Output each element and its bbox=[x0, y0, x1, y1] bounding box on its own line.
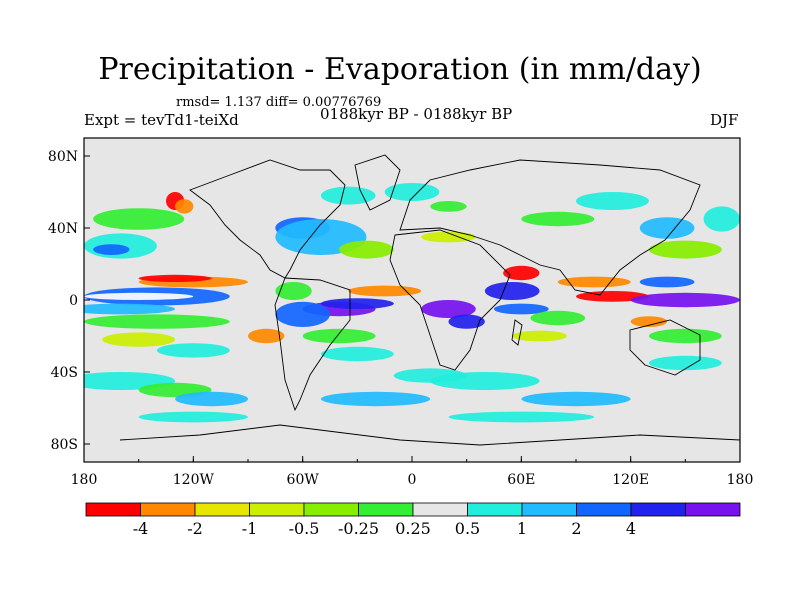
x-axis-ticks: 180 120W 60W 0 60E 120E 180 bbox=[71, 456, 754, 488]
field-region bbox=[275, 301, 330, 327]
figure-title: Precipitation - Evaporation (in mm/day) bbox=[98, 52, 702, 87]
colorbar-label: 0.5 bbox=[454, 519, 481, 538]
field-region bbox=[576, 192, 649, 210]
field-region bbox=[320, 346, 394, 362]
colorbar-box bbox=[194, 502, 250, 517]
colorbar-label: 0.25 bbox=[395, 519, 431, 538]
field-region bbox=[521, 391, 631, 407]
field-region bbox=[484, 282, 540, 300]
x-tick-label: 120W bbox=[173, 472, 215, 488]
period-label: 0188kyr BP - 0188kyr BP bbox=[320, 105, 513, 123]
colorbar-box bbox=[412, 502, 468, 517]
field-region bbox=[93, 244, 130, 256]
colorbar-label: -0.25 bbox=[337, 519, 380, 538]
colorbar-box bbox=[467, 502, 523, 517]
colorbar-box bbox=[85, 502, 141, 517]
x-tick-label: 180 bbox=[727, 472, 754, 488]
field-region bbox=[175, 199, 194, 214]
field-region bbox=[703, 206, 740, 232]
field-region bbox=[320, 391, 431, 407]
field-region bbox=[175, 391, 248, 407]
field-region bbox=[421, 300, 476, 318]
colorbar-box bbox=[576, 502, 632, 517]
colorbar-box bbox=[303, 502, 359, 517]
field-region bbox=[530, 310, 586, 326]
colorbar-box bbox=[521, 502, 577, 517]
field-layer bbox=[84, 183, 740, 423]
coastline-australia bbox=[629, 319, 701, 376]
colorbar-box bbox=[630, 502, 686, 517]
experiment-label: Expt = tevTd1-teiXd bbox=[84, 111, 239, 129]
field-region bbox=[648, 240, 722, 259]
colorbar-label: 1 bbox=[516, 519, 528, 538]
colorbar-box bbox=[685, 502, 741, 517]
field-region bbox=[493, 303, 549, 315]
coastline-africa bbox=[389, 229, 511, 371]
colorbar-label: 2 bbox=[571, 519, 582, 538]
field-region bbox=[248, 328, 285, 344]
field-region bbox=[448, 314, 485, 329]
colorbar-box bbox=[358, 502, 414, 517]
x-tick-label: 0 bbox=[408, 472, 417, 488]
x-tick-label: 60E bbox=[507, 472, 535, 488]
field-region bbox=[630, 292, 740, 308]
field-region bbox=[448, 411, 595, 423]
coastline-south-america bbox=[274, 277, 351, 412]
field-region bbox=[421, 231, 476, 243]
field-region bbox=[138, 274, 212, 282]
field-region bbox=[512, 330, 567, 342]
field-region bbox=[521, 211, 595, 227]
coastlines bbox=[119, 154, 740, 446]
coastline-north-america bbox=[189, 159, 346, 279]
field-region bbox=[630, 316, 668, 327]
field-region bbox=[639, 276, 695, 288]
colorbar-box bbox=[249, 502, 305, 517]
coastline-madagascar bbox=[511, 319, 523, 346]
colorbar-box bbox=[140, 502, 196, 517]
colorbar-label: -2 bbox=[187, 519, 203, 538]
y-tick-label: 0 bbox=[69, 293, 78, 309]
coastline-greenland bbox=[354, 154, 401, 211]
field-region bbox=[339, 240, 394, 259]
field-region bbox=[393, 368, 467, 383]
field-region bbox=[156, 343, 230, 358]
field-region bbox=[138, 411, 248, 423]
field-region bbox=[384, 183, 440, 201]
colorbar-label: 4 bbox=[625, 519, 637, 538]
colorbar-label: -4 bbox=[132, 519, 149, 538]
stats-line: rmsd= 1.137 diff= 0.00776769 bbox=[176, 95, 382, 110]
field-region bbox=[648, 328, 722, 344]
field-region bbox=[648, 355, 722, 371]
field-region bbox=[639, 217, 695, 239]
x-tick-label: 180 bbox=[71, 472, 98, 488]
y-tick-label: 40N bbox=[48, 221, 78, 237]
y-tick-label: 80S bbox=[51, 437, 78, 453]
field-region bbox=[84, 314, 230, 329]
field-region bbox=[275, 282, 312, 300]
field-region bbox=[102, 332, 176, 347]
field-region bbox=[302, 328, 376, 344]
colorbar-label: -0.5 bbox=[288, 519, 320, 538]
y-tick-label: 40S bbox=[51, 365, 78, 381]
season-label: DJF bbox=[710, 111, 739, 129]
field-region bbox=[84, 292, 194, 300]
field-region bbox=[503, 265, 540, 281]
field-region bbox=[84, 303, 176, 315]
field-region bbox=[320, 298, 394, 309]
y-axis-ticks: 80N 40N 0 40S 80S bbox=[48, 149, 90, 453]
x-tick-label: 60W bbox=[287, 472, 320, 488]
field-region bbox=[430, 201, 467, 212]
x-tick-label: 120E bbox=[612, 472, 649, 488]
colorbar-label: -1 bbox=[241, 519, 258, 538]
y-tick-label: 80N bbox=[48, 149, 78, 165]
field-region bbox=[93, 208, 185, 230]
coastline-eurasia bbox=[399, 159, 701, 296]
field-region bbox=[320, 186, 376, 205]
coastline-antarctica bbox=[119, 424, 740, 446]
